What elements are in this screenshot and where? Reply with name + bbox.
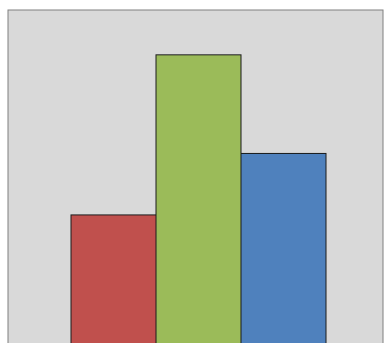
bar-3 [240, 152, 327, 343]
bar-2 [155, 54, 242, 343]
plot-area [7, 9, 384, 343]
bar-1 [70, 214, 157, 343]
